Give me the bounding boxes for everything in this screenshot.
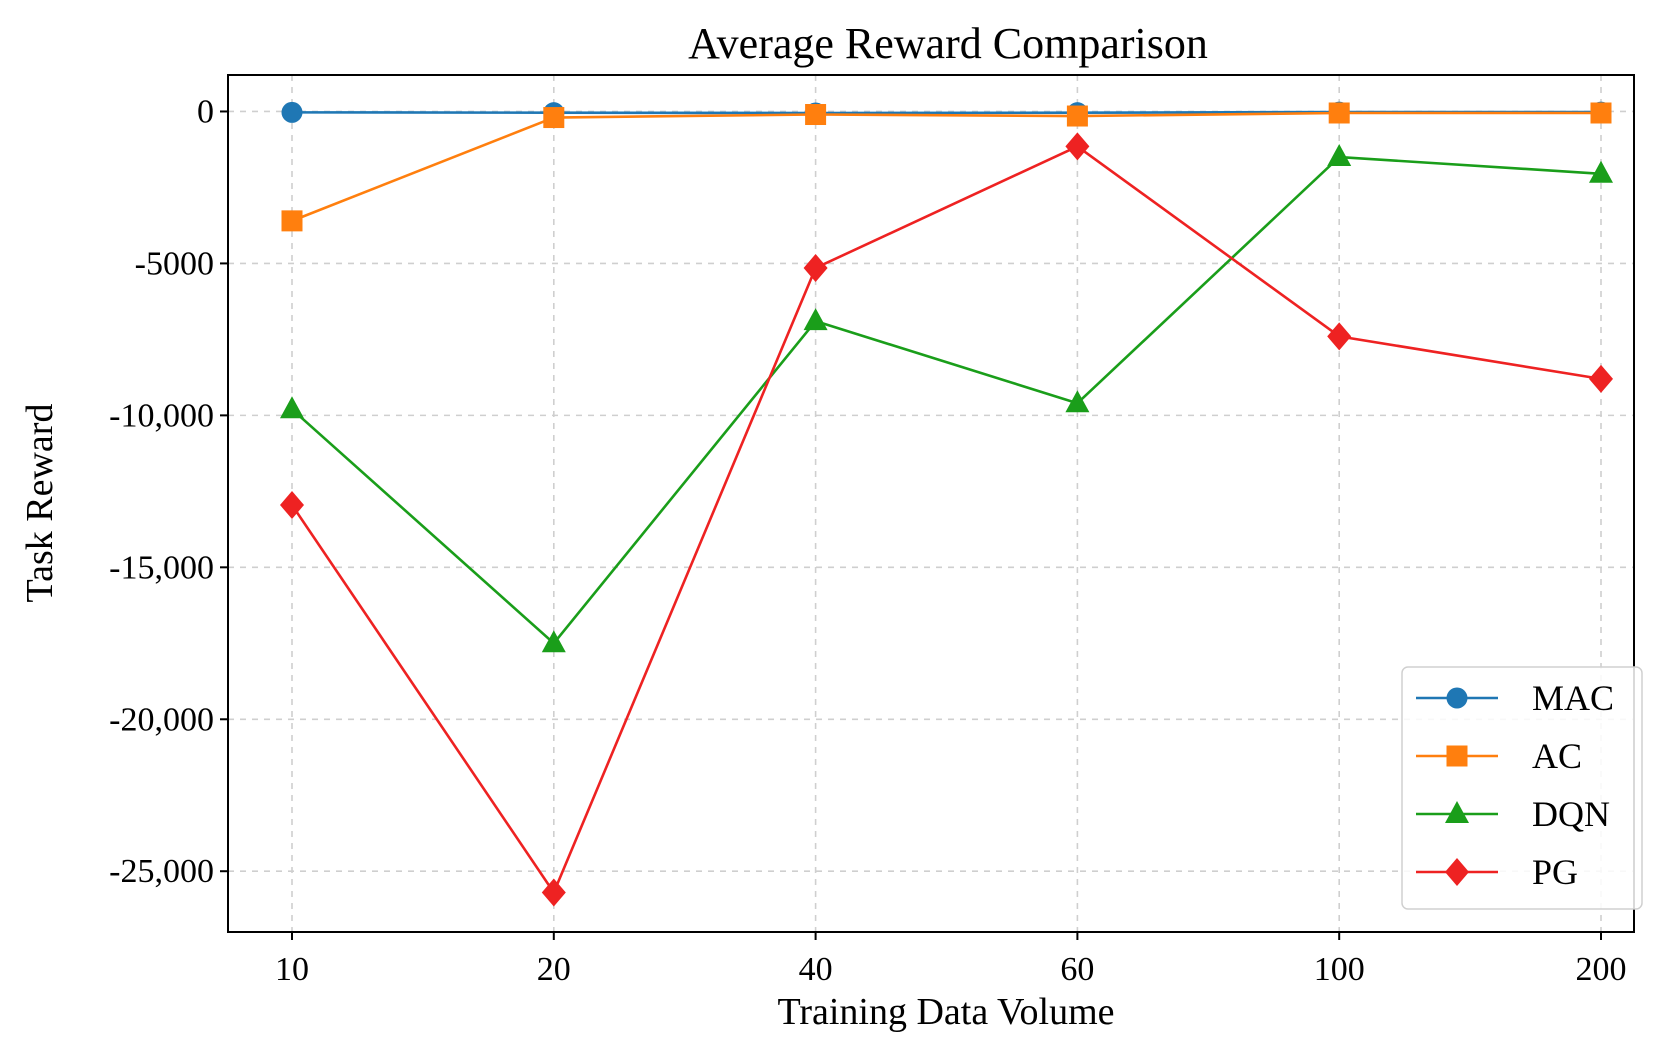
data-point-ac [281,210,303,232]
x-tick-label: 200 [1576,951,1627,988]
x-tick-label: 40 [799,951,833,988]
data-point-dqn [1327,144,1352,167]
legend-marker-pg [1445,858,1469,886]
legend-box [1401,666,1643,910]
data-point-pg [1589,364,1613,393]
data-point-dqn [1589,160,1613,183]
data-point-mac [281,101,303,123]
series-pg [280,132,1613,907]
series-ac [281,102,1612,232]
y-tick-label: -5000 [135,245,214,282]
data-point-pg [1327,322,1352,351]
y-tick-label: -20,000 [109,701,214,738]
data-point-dqn [803,308,828,331]
legend-item-dqn: DQN [1416,794,1610,834]
x-axis-label: Training Data Volume [777,991,1114,1033]
chart-title: Average Reward Comparison [688,19,1208,68]
x-tick-label: 10 [275,951,309,988]
series-layer [280,101,1613,907]
series-dqn [280,144,1613,653]
legend-marker-ac [1446,745,1468,767]
data-point-dqn [280,396,304,419]
y-tick-label: 0 [197,93,214,130]
series-line-dqn [291,155,1602,645]
y-tick-label: -10,000 [109,397,214,434]
data-point-ac [1328,102,1350,124]
data-point-pg [280,491,304,520]
data-point-ac [805,104,827,126]
y-axis-label: Task Reward [19,404,61,603]
x-tick-label: 20 [537,951,571,988]
plot-frame [227,74,1635,933]
legend: MAC AC DQN PG [1401,666,1643,910]
y-tick-label: -25,000 [109,853,214,890]
legend-label-ac: AC [1532,736,1582,776]
data-point-pg [541,878,566,907]
x-tick-label: 100 [1314,951,1365,988]
legend-label-pg: PG [1532,852,1578,892]
data-point-ac [1590,102,1612,124]
legend-marker-mac [1446,687,1468,709]
y-tick-label: -15,000 [109,549,214,586]
ticks: 10 20 40 60 100 200 0 -5000 -10,000 -15,000 -20,00… [109,93,1626,988]
legend-item-pg: PG [1416,852,1578,892]
data-point-pg [1065,132,1090,161]
legend-item-ac: AC [1416,736,1582,776]
legend-label-mac: MAC [1532,678,1614,718]
data-point-ac [1066,105,1088,127]
x-tick-label: 60 [1060,951,1094,988]
legend-marker-dqn [1445,801,1469,823]
data-point-ac [543,107,565,129]
series-line-pg [290,145,1602,894]
series-line-ac [291,111,1601,223]
data-point-pg [803,253,828,282]
legend-label-dqn: DQN [1532,794,1610,834]
data-point-dqn [541,630,566,653]
legend-item-mac: MAC [1416,678,1614,718]
data-point-dqn [1065,390,1090,413]
